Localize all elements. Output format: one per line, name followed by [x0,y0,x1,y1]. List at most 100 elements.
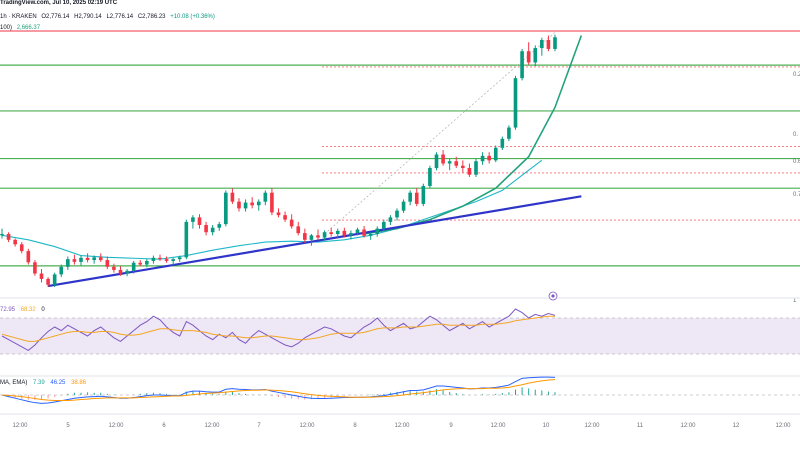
time-tick-label: 12:00 [394,423,410,429]
header-sub: 100) [0,25,13,31]
candle-body [500,138,505,148]
candle-body [276,212,281,216]
header-low: L2,776.14 [106,14,134,20]
candle-body [118,269,123,274]
time-axis: 12:00 5 12:00 6 12:00 7 12:00 8 12:00 9 12:00 10 12:… [0,413,800,429]
candle-body [98,257,103,261]
macd-signal-line [1,379,556,401]
candle-body [401,201,406,211]
candle-body [414,192,419,204]
candle-body [85,257,90,261]
candle-body [375,228,380,235]
fib-label: 0.6 [793,159,800,165]
header-sub-value: 2,666.37 [16,25,41,31]
candle-body [19,244,24,252]
time-tick-label: 12:00 [108,423,124,429]
alert-marker-glyph [551,294,555,298]
macd-value-2: 46.25 [50,380,66,386]
candle-body [171,259,175,261]
candle-body [421,185,426,204]
candle-body [204,225,208,233]
candle-body [145,260,149,265]
candle-body [66,259,70,267]
time-tick-label: 12:00 [584,423,600,429]
rsi-value-1: 72.95 [0,307,16,313]
candle-body [428,167,432,186]
candle-body [296,226,301,234]
candle-body [26,251,31,263]
candle-body [256,201,261,206]
macd-label: MA, EMA) 7.39 46.25 38.86 [0,380,90,386]
candle-body [177,257,182,260]
candle-body [355,229,360,234]
rsi-line [1,308,556,352]
candle-body [59,266,64,275]
fib-label: 0. [793,132,798,138]
candle-body [434,154,439,168]
candle-body [454,161,459,166]
candle-body [217,224,222,228]
candle-body [210,227,215,233]
fib-label: 0.7 [793,192,800,198]
candle-body [493,147,498,161]
candle-body [72,259,77,262]
candles [0,34,557,287]
time-tick-label: 7 [257,423,261,429]
candle-body [237,201,241,209]
candle-body [46,278,50,285]
rsi-band [0,318,800,354]
candle-body [283,215,287,220]
candle-body [487,155,491,161]
candle-body [335,230,340,235]
candle-body [474,161,478,175]
time-tick-label: 10 [543,423,550,429]
candle-body [138,262,143,265]
candle-body [342,230,347,236]
candle-body [105,260,110,267]
candle-body [553,37,557,49]
candle-body [79,257,83,262]
candle-body [382,221,386,229]
candle-body [368,234,373,236]
indicator-row: 100) 2,666.37 [0,25,43,31]
rsi-signal-line [1,315,555,342]
candle-body [33,262,37,274]
candle-body [197,217,202,226]
macd-pane [0,375,800,404]
time-tick-label: 12:00 [680,423,696,429]
time-tick-label: 9 [449,423,453,429]
macd-value-1: 7.39 [33,380,45,386]
candle-body [6,234,11,240]
fib-label: 1 [793,298,797,304]
candle-body [513,78,518,128]
candle-body [467,167,472,175]
macd-line [1,376,556,404]
rsi-pane [0,297,800,355]
time-tick-label: 12:00 [204,423,220,429]
candle-body [441,154,445,164]
candle-body [309,235,314,240]
chart-misc [548,291,558,301]
candle-body [0,234,4,236]
candle-body [289,219,294,227]
rsi-label: 72.95 68.32 0 [0,307,49,313]
time-tick-label: 5 [66,423,70,429]
candle-body [322,232,327,238]
candle-body [39,273,44,279]
candle-body [224,192,228,225]
candle-body [546,39,551,49]
candle-body [533,48,538,63]
candle-body [158,257,162,260]
candle-body [52,274,57,285]
fib-labels: 0.2 0. 0.6 0.7 1 [793,72,800,304]
candle-body [447,161,452,164]
candle-body [303,233,307,240]
candle-body [520,51,524,79]
candle-body [250,202,254,206]
time-tick-label: 6 [162,423,166,429]
candle-body [349,233,353,236]
time-tick-label: 12 [733,423,740,429]
candle-body [270,192,274,213]
macd-name: MA, EMA) [0,380,28,386]
